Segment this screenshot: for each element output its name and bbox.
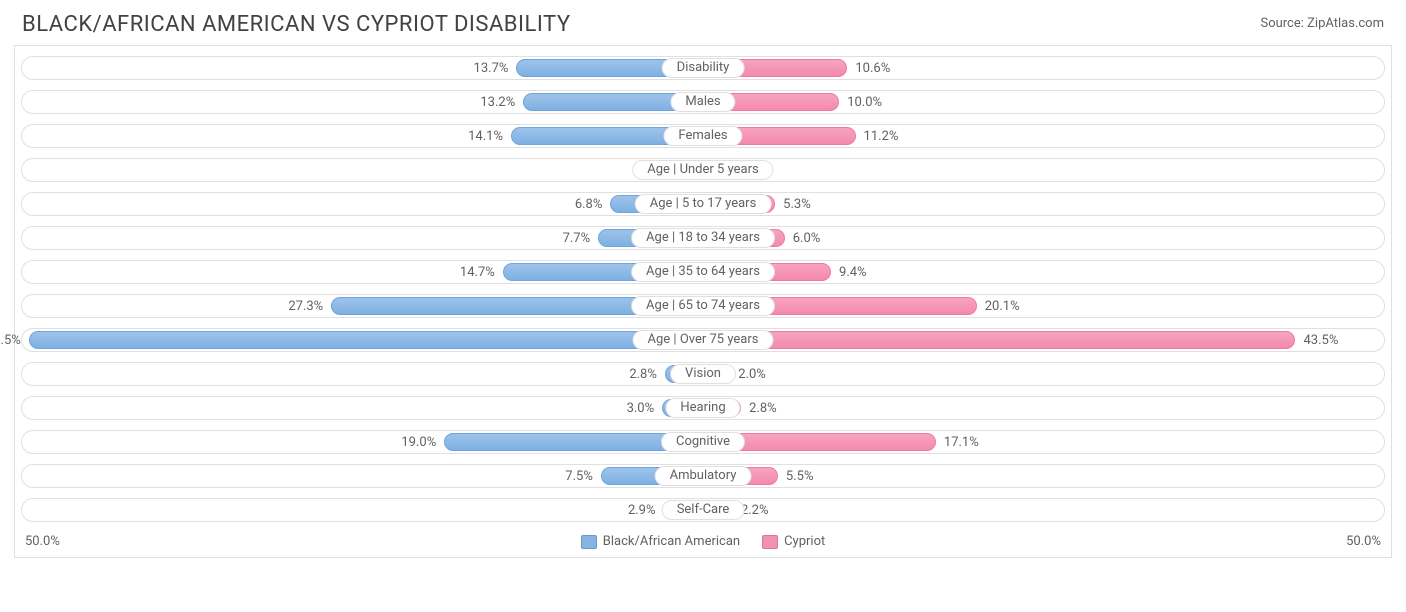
category-label: Age | 18 to 34 years [631,228,775,248]
value-left: 6.8% [575,193,603,217]
category-label: Self-Care [662,500,745,520]
value-left: 49.5% [0,329,21,353]
value-right: 5.5% [786,465,814,489]
value-left: 7.7% [563,227,591,251]
legend-label-left: Black/African American [603,534,740,549]
category-label: Age | 5 to 17 years [635,194,772,214]
chart-header: BLACK/AFRICAN AMERICAN VS CYPRIOT DISABI… [0,0,1406,45]
category-label: Hearing [665,398,740,418]
value-right: 5.3% [783,193,811,217]
chart-container: 13.7% 10.6% Disability 13.2% 10.0% Males 14.1%… [14,45,1392,558]
value-left: 14.1% [468,125,503,149]
chart-row: 1.4%1.3%Age | Under 5 years [21,158,1385,182]
chart-row: 27.3% 20.1% Age | 65 to 74 years [21,294,1385,318]
chart-row: 14.7% 9.4% Age | 35 to 64 years [21,260,1385,284]
axis-right-max: 50.0% [1321,534,1381,549]
category-label: Ambulatory [655,466,752,486]
chart-row: 7.7% 6.0% Age | 18 to 34 years [21,226,1385,250]
category-label: Age | 65 to 74 years [631,296,775,316]
value-right: 2.2% [741,499,769,523]
value-right: 11.2% [864,125,899,149]
bar-left [29,331,703,349]
value-left: 14.7% [460,261,495,285]
chart-rows: 13.7% 10.6% Disability 13.2% 10.0% Males 14.1%… [15,56,1391,522]
value-left: 13.7% [474,57,509,81]
value-right: 2.8% [749,397,777,421]
value-right: 20.1% [985,295,1020,319]
value-right: 43.5% [1303,329,1338,353]
chart-title: BLACK/AFRICAN AMERICAN VS CYPRIOT DISABI… [22,12,571,37]
chart-row: 19.0% 17.1% Cognitive [21,430,1385,454]
legend-item-left: Black/African American [581,534,740,549]
category-label: Females [663,126,742,146]
legend-label-right: Cypriot [784,534,825,549]
chart-source: Source: ZipAtlas.com [1260,16,1384,31]
legend-swatch-left [581,535,597,549]
category-label: Cognitive [661,432,745,452]
value-left: 27.3% [288,295,323,319]
value-left: 2.8% [629,363,657,387]
chart-row: 3.0% 2.8% Hearing [21,396,1385,420]
chart-row: 13.2% 10.0% Males [21,90,1385,114]
category-label: Vision [670,364,736,384]
category-label: Males [670,92,735,112]
value-left: 13.2% [480,91,515,115]
chart-row: 2.9% 2.2%Self-Care [21,498,1385,522]
category-label: Age | Over 75 years [633,330,774,350]
chart-row: 14.1% 11.2% Females [21,124,1385,148]
value-right: 10.0% [847,91,882,115]
value-right: 2.0% [738,363,766,387]
category-label: Age | 35 to 64 years [631,262,775,282]
value-left: 2.9% [628,499,656,523]
chart-row: 2.8% 2.0%Vision [21,362,1385,386]
chart-footer: 50.0% Black/African American Cypriot 50.… [15,532,1391,557]
chart-row: 7.5% 5.5% Ambulatory [21,464,1385,488]
value-right: 9.4% [839,261,867,285]
legend-swatch-right [762,535,778,549]
category-label: Age | Under 5 years [632,160,773,180]
value-left: 3.0% [627,397,655,421]
value-right: 10.6% [855,57,890,81]
value-right: 17.1% [944,431,979,455]
bar-right [703,331,1295,349]
axis-left-max: 50.0% [25,534,85,549]
value-left: 19.0% [401,431,436,455]
chart-row: 49.5%43.5%Age | Over 75 years [21,328,1385,352]
legend: Black/African American Cypriot [581,534,826,549]
legend-item-right: Cypriot [762,534,825,549]
category-label: Disability [662,58,745,78]
chart-row: 6.8% 5.3% Age | 5 to 17 years [21,192,1385,216]
chart-row: 13.7% 10.6% Disability [21,56,1385,80]
value-right: 6.0% [793,227,821,251]
value-left: 7.5% [565,465,593,489]
